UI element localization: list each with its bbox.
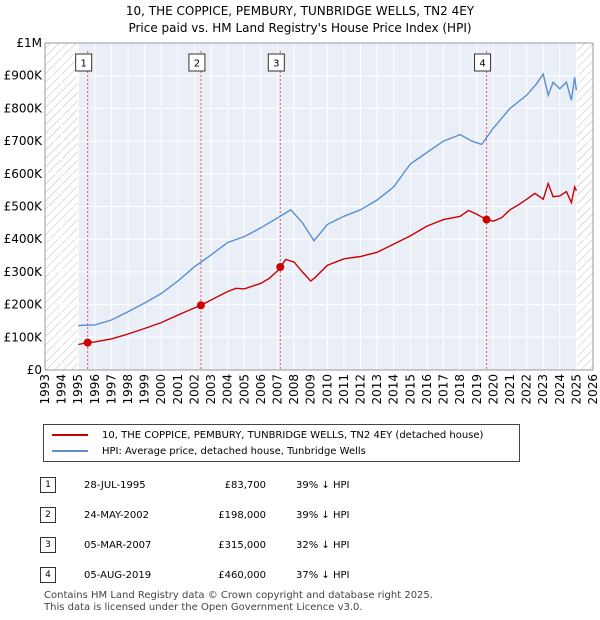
sale-date: 05-MAR-2007 (84, 539, 152, 551)
x-tick-label: 1997 (104, 374, 118, 405)
legend-swatch-property (52, 434, 88, 436)
x-tick-label: 2022 (520, 374, 534, 405)
x-tick-label: 2010 (320, 374, 334, 405)
y-tick-label: £100K (4, 330, 44, 344)
sale-delta: 39% ↓ HPI (296, 479, 350, 491)
x-tick-label: 2000 (154, 374, 168, 405)
y-tick-label: £900K (4, 69, 44, 83)
x-tick-label: 2017 (437, 374, 451, 405)
legend-label-property: 10, THE COPPICE, PEMBURY, TUNBRIDGE WELL… (102, 429, 484, 441)
sale-date: 05-AUG-2019 (84, 569, 152, 581)
y-tick-label: £700K (4, 134, 44, 148)
legend-item-hpi: HPI: Average price, detached house, Tunb… (52, 444, 366, 458)
legend-item-property: 10, THE COPPICE, PEMBURY, TUNBRIDGE WELL… (52, 428, 483, 442)
chart-subtitle: Price paid vs. HM Land Registry's House … (128, 21, 472, 35)
sale-number-box (75, 53, 93, 72)
x-tick-label: 2007 (270, 374, 284, 405)
x-tick-label: 2015 (403, 374, 417, 405)
sale-marker-label: 1 (40, 477, 56, 493)
y-tick-label: £200K (4, 298, 44, 312)
x-tick-label: 2002 (187, 374, 201, 405)
y-tick-label: £600K (4, 167, 44, 181)
sale-marker-label: 3 (40, 537, 56, 553)
sale-price: £315,000 (218, 539, 266, 551)
y-tick-label: £400K (4, 232, 44, 246)
sale-number-box (267, 53, 285, 72)
table-row: 1 28-JUL-1995 £83,700 39% ↓ HPI (40, 470, 349, 500)
sale-number-box (474, 53, 492, 72)
footer-licence: This data is licensed under the Open Gov… (44, 602, 363, 613)
x-tick-label: 2024 (553, 374, 567, 405)
legend-swatch-hpi (52, 450, 88, 452)
x-tick-label: 2005 (237, 374, 251, 405)
table-row: 2 24-MAY-2002 £198,000 39% ↓ HPI (40, 500, 349, 530)
x-tick-label: 2016 (420, 374, 434, 405)
x-tick-label: 2021 (503, 374, 517, 405)
sale-point (196, 301, 205, 310)
x-tick-label: 1998 (121, 374, 135, 405)
x-tick-label: 2020 (486, 374, 500, 405)
sales-table: 1 28-JUL-1995 £83,700 39% ↓ HPI 2 24-MAY… (40, 470, 349, 590)
sale-point (83, 338, 92, 347)
x-tick-label: 1995 (71, 374, 85, 405)
x-tick-label: 2025 (569, 374, 583, 405)
x-tick-label: 2023 (536, 374, 550, 405)
x-tick-label: 1993 (38, 374, 52, 405)
sale-price: £460,000 (218, 569, 266, 581)
sale-marker-label: 2 (40, 507, 56, 523)
x-tick-label: 2014 (387, 374, 401, 405)
series-line (78, 181, 578, 346)
sale-delta: 37% ↓ HPI (296, 569, 350, 581)
legend: 10, THE COPPICE, PEMBURY, TUNBRIDGE WELL… (43, 424, 520, 462)
y-tick-label: £800K (4, 101, 44, 115)
y-tick-label: £1M (16, 36, 42, 50)
x-tick-label: 2019 (470, 374, 484, 405)
sale-date: 28-JUL-1995 (84, 479, 146, 491)
table-row: 4 05-AUG-2019 £460,000 37% ↓ HPI (40, 560, 349, 590)
x-tick-label: 2013 (370, 374, 384, 405)
x-tick-label: 2008 (287, 374, 301, 405)
price-chart: 1 2 3 4 £0 £100K £200K £300K £400K £500K £600K £700… (4, 36, 600, 405)
sale-price: £198,000 (218, 509, 266, 521)
x-tick-label: 2012 (354, 374, 368, 405)
x-tick-label: 1999 (138, 374, 152, 405)
y-tick-label: £300K (4, 265, 44, 279)
sale-delta: 39% ↓ HPI (296, 509, 350, 521)
x-tick-label: 2018 (453, 374, 467, 405)
x-tick-label: 2026 (586, 374, 600, 405)
x-tick-label: 2006 (254, 374, 268, 405)
sale-number-label: 4 (479, 59, 485, 70)
x-tick-label: 2001 (171, 374, 185, 405)
table-row: 3 05-MAR-2007 £315,000 32% ↓ HPI (40, 530, 349, 560)
x-tick-label: 1994 (55, 374, 69, 405)
x-tick-label: 2003 (204, 374, 218, 405)
chart-title: 10, THE COPPICE, PEMBURY, TUNBRIDGE WELL… (125, 4, 475, 18)
sale-number-label: 1 (80, 59, 86, 70)
sale-point (276, 262, 285, 271)
y-tick-label: £500K (4, 200, 44, 214)
x-tick-label: 2009 (304, 374, 318, 405)
sale-date: 24-MAY-2002 (84, 509, 150, 521)
legend-label-hpi: HPI: Average price, detached house, Tunb… (102, 445, 366, 457)
sale-price: £83,700 (224, 479, 266, 491)
sale-delta: 32% ↓ HPI (296, 539, 350, 551)
sale-point (482, 215, 491, 224)
sale-marker-label: 4 (40, 567, 56, 583)
plot-frame (44, 42, 594, 371)
footer-copyright: Contains HM Land Registry data © Crown c… (44, 590, 433, 601)
x-tick-label: 2004 (221, 374, 235, 405)
sale-number-box (188, 53, 206, 72)
sale-number-label: 2 (194, 59, 200, 70)
x-tick-label: 1996 (88, 374, 102, 405)
y-tick-label: £0 (27, 363, 42, 377)
series-line (78, 72, 578, 327)
sale-number-label: 3 (273, 59, 279, 70)
x-tick-label: 2011 (337, 374, 351, 405)
